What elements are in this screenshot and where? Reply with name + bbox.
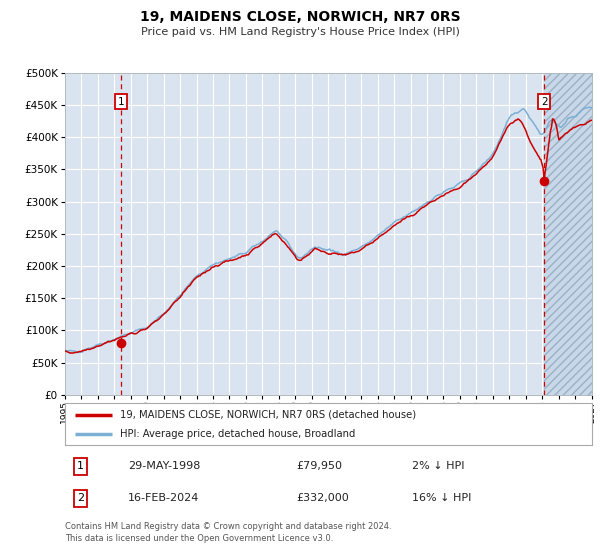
Text: Price paid vs. HM Land Registry's House Price Index (HPI): Price paid vs. HM Land Registry's House … xyxy=(140,27,460,37)
Text: HPI: Average price, detached house, Broadland: HPI: Average price, detached house, Broa… xyxy=(120,429,355,439)
Text: 2: 2 xyxy=(541,97,548,107)
Text: £79,950: £79,950 xyxy=(296,461,343,472)
Text: 19, MAIDENS CLOSE, NORWICH, NR7 0RS (detached house): 19, MAIDENS CLOSE, NORWICH, NR7 0RS (det… xyxy=(120,409,416,419)
Text: 2: 2 xyxy=(77,493,84,503)
Text: 16-FEB-2024: 16-FEB-2024 xyxy=(128,493,199,503)
Text: £332,000: £332,000 xyxy=(296,493,349,503)
Bar xyxy=(544,73,592,395)
Text: 29-MAY-1998: 29-MAY-1998 xyxy=(128,461,200,472)
Text: 1: 1 xyxy=(118,97,124,107)
Text: 16% ↓ HPI: 16% ↓ HPI xyxy=(412,493,472,503)
Text: 2% ↓ HPI: 2% ↓ HPI xyxy=(412,461,465,472)
Text: Contains HM Land Registry data © Crown copyright and database right 2024.
This d: Contains HM Land Registry data © Crown c… xyxy=(65,522,391,543)
Text: 19, MAIDENS CLOSE, NORWICH, NR7 0RS: 19, MAIDENS CLOSE, NORWICH, NR7 0RS xyxy=(140,10,460,24)
Text: 1: 1 xyxy=(77,461,84,472)
